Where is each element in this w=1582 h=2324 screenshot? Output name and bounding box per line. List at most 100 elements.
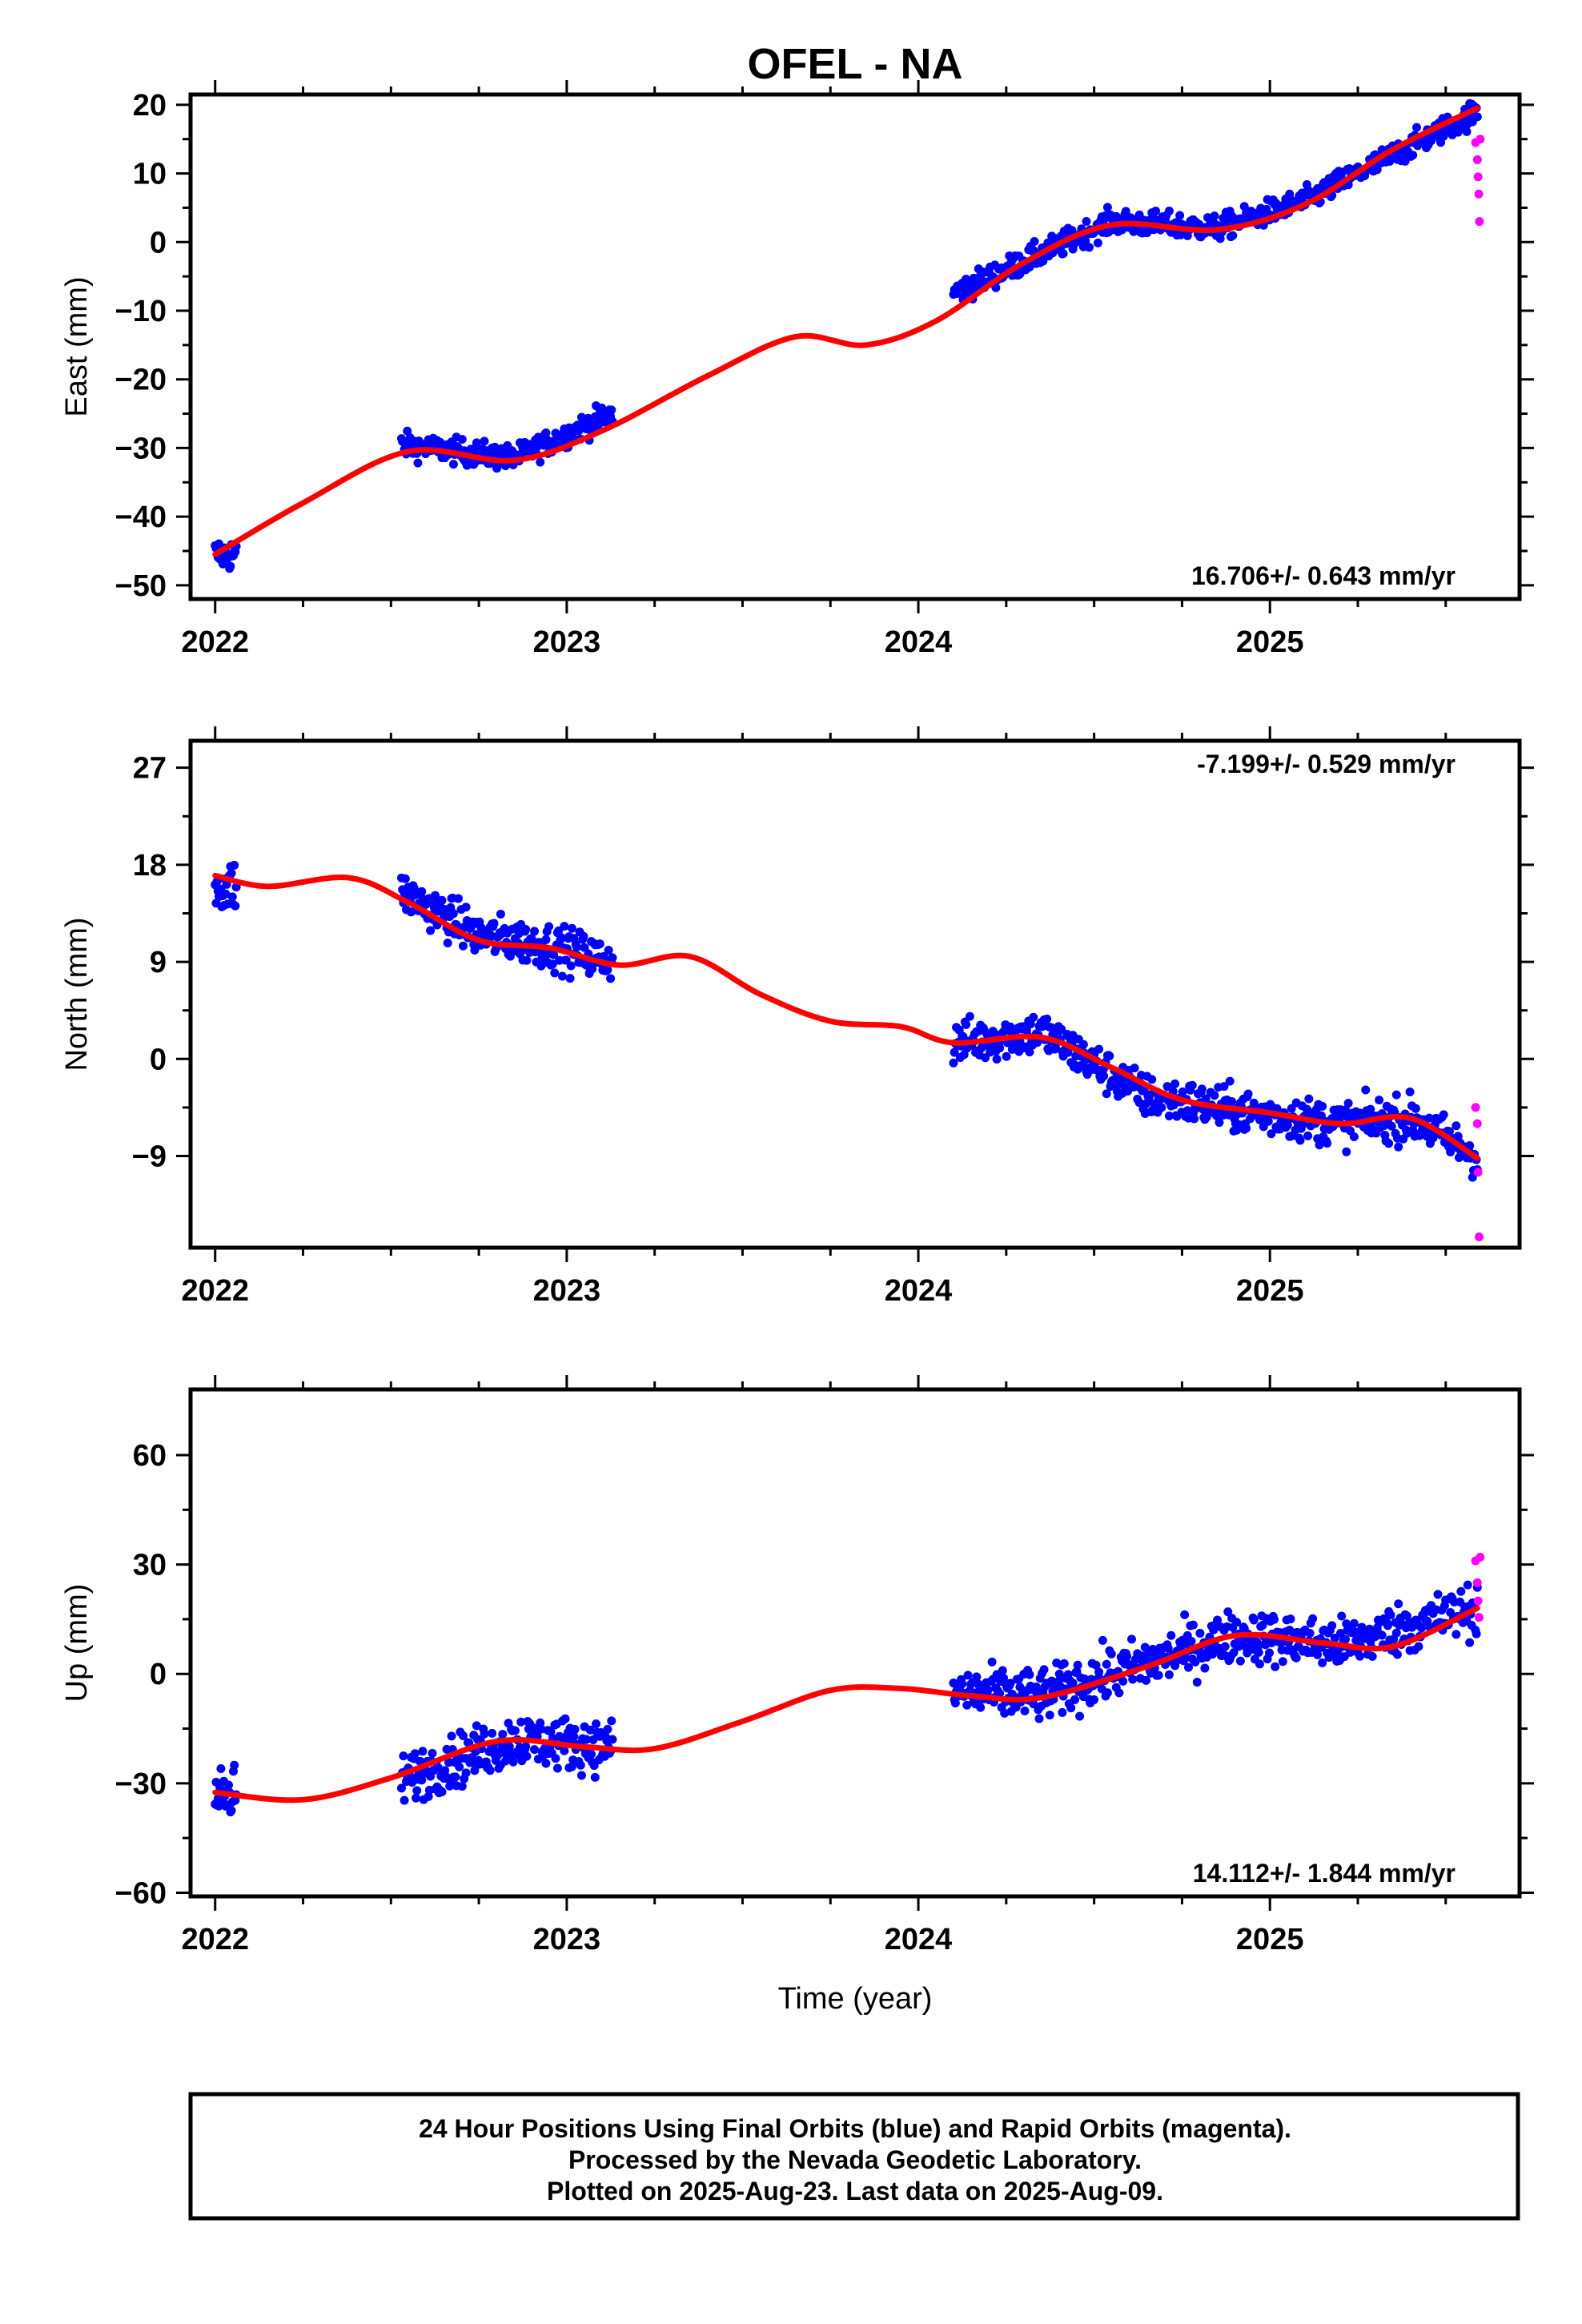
y-axis-label: North (mm) — [60, 917, 94, 1071]
final-point — [1349, 1132, 1359, 1141]
final-point — [1384, 1139, 1394, 1148]
final-point — [536, 457, 545, 467]
final-point — [548, 959, 557, 969]
final-point — [992, 1055, 1002, 1064]
final-point — [1190, 1114, 1199, 1124]
final-point — [1045, 1711, 1054, 1720]
final-point — [1162, 1082, 1172, 1092]
final-point — [1025, 1670, 1034, 1679]
final-point — [560, 1746, 569, 1755]
final-point — [1090, 1695, 1099, 1705]
final-point — [606, 974, 616, 983]
final-point — [1465, 1638, 1475, 1647]
final-point — [1264, 1648, 1274, 1658]
final-point — [1081, 236, 1090, 246]
x-axis-label: Time (year) — [778, 1982, 933, 2016]
final-point — [426, 926, 436, 935]
final-point — [457, 435, 467, 444]
final-point — [516, 1717, 526, 1727]
final-point — [1278, 1657, 1287, 1667]
final-point — [1366, 1104, 1375, 1114]
final-point — [447, 1731, 456, 1741]
final-point — [1414, 1642, 1423, 1651]
final-point — [1105, 1051, 1114, 1061]
final-point — [470, 945, 480, 955]
final-point — [457, 1782, 467, 1791]
final-point — [1323, 1139, 1332, 1148]
final-point — [1377, 1630, 1387, 1640]
y-tick-label: 0 — [150, 1043, 167, 1076]
final-point — [603, 965, 612, 975]
final-point — [1180, 1610, 1190, 1619]
final-point — [1361, 1085, 1371, 1095]
final-point — [1195, 219, 1204, 229]
final-point — [1343, 1099, 1353, 1108]
final-point — [451, 1772, 460, 1782]
final-point — [949, 1058, 958, 1068]
final-point — [607, 405, 616, 415]
final-point — [1271, 1662, 1280, 1671]
final-point — [1121, 207, 1130, 216]
final-point — [226, 561, 235, 571]
final-point — [1147, 1075, 1157, 1084]
final-point — [1031, 1683, 1041, 1692]
final-point — [1070, 1695, 1080, 1704]
final-point — [1433, 1590, 1443, 1599]
final-point — [1315, 1140, 1324, 1150]
rapid-point — [1472, 155, 1482, 164]
rate-annotation: 14.112+/- 1.844 mm/yr — [1193, 1859, 1456, 1888]
final-point — [1394, 1599, 1403, 1609]
final-point — [579, 931, 588, 941]
final-point — [1163, 1644, 1173, 1654]
final-point — [950, 1699, 960, 1708]
final-point — [1452, 1121, 1461, 1131]
final-point — [963, 1671, 973, 1680]
final-point — [1391, 1628, 1401, 1638]
final-point — [443, 938, 452, 947]
final-point — [1456, 1586, 1466, 1596]
rapid-point — [1476, 135, 1485, 144]
rapid-orbit-points — [1471, 1552, 1485, 1622]
final-point — [1020, 1706, 1030, 1715]
final-point — [522, 955, 532, 965]
final-point — [1386, 1610, 1395, 1620]
final-point — [1463, 1580, 1472, 1590]
final-point — [1078, 1039, 1088, 1049]
final-point — [1243, 1089, 1253, 1099]
final-point — [488, 1728, 497, 1738]
final-point — [552, 1763, 562, 1773]
final-point — [536, 1724, 546, 1734]
final-point — [1102, 1659, 1111, 1669]
x-tick-label: 2024 — [885, 625, 953, 659]
y-tick-label: 27 — [133, 752, 167, 786]
panel-2: 2022 2023 2024 2025 −9 0 9 18 27 North (mm) -7.199… — [60, 726, 1534, 1308]
final-point — [224, 1780, 234, 1790]
final-point — [530, 1745, 540, 1755]
rapid-point — [1476, 1552, 1485, 1562]
final-point — [1118, 1676, 1128, 1686]
x-tick-label: 2024 — [885, 1274, 953, 1308]
final-point — [400, 1795, 409, 1805]
final-point — [428, 1748, 437, 1758]
final-point — [485, 1766, 495, 1775]
final-point — [1391, 1090, 1401, 1100]
final-point — [1424, 1113, 1434, 1123]
final-point — [1091, 1660, 1101, 1670]
final-point — [400, 874, 410, 883]
final-point — [1452, 1630, 1461, 1639]
rate-annotation: 16.706+/- 0.643 mm/yr — [1191, 561, 1456, 590]
final-point — [962, 1020, 971, 1030]
final-point — [1400, 156, 1410, 166]
final-point — [1387, 1121, 1396, 1131]
y-tick-label: −30 — [115, 1767, 167, 1801]
panels: 2022 2023 2024 2025 −50 −40 −30 −20 −10 0 10 20 East… — [60, 80, 1534, 2016]
rapid-point — [1474, 1613, 1484, 1622]
final-point — [1341, 1105, 1351, 1115]
final-point — [231, 883, 241, 892]
final-point — [448, 909, 458, 919]
chart-title: OFEL - NA — [748, 40, 963, 88]
final-point — [1215, 234, 1225, 243]
final-point — [1178, 1087, 1187, 1096]
y-tick-label: 10 — [133, 158, 167, 191]
final-point — [221, 889, 231, 899]
